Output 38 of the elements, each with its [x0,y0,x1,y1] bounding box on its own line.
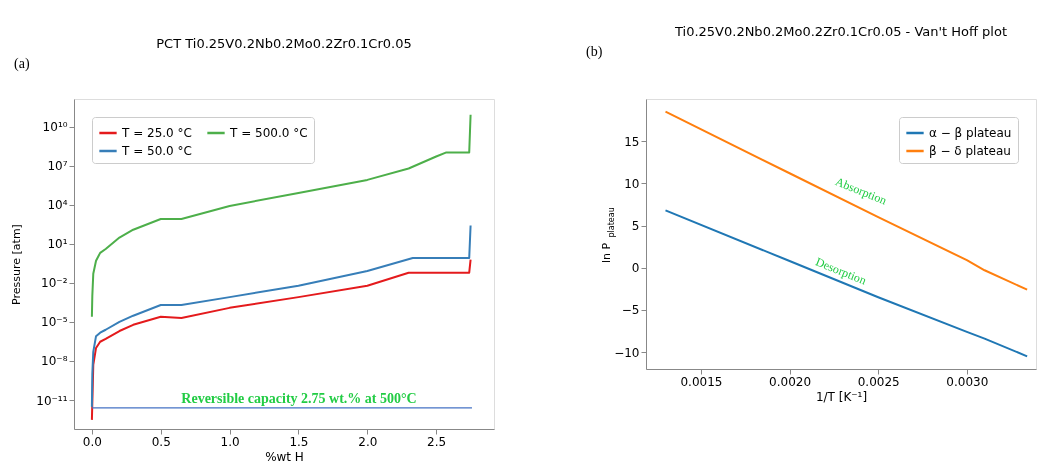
y-tick-label: 10⁻¹¹ [36,393,68,408]
x-tick-label: 0.0030 [946,374,989,389]
x-tick-label: 2.5 [427,434,447,449]
x-tick-label: 0.0020 [769,374,812,389]
y-tick-label: 10⁷ [47,159,68,174]
x-axis-title: 1/T [K⁻¹] [815,389,868,404]
y-tick-label: 10⁻⁸ [41,354,68,369]
legend-label: T = 50.0 °C [121,144,192,158]
x-tick-label: 0.5 [151,434,171,449]
annotation: Reversible capacity 2.75 wt.% at 500°C [181,391,417,406]
y-tick-label: −5 [621,303,640,318]
y-tick-label: 0 [631,261,640,276]
x-tick-label: 2.0 [358,434,378,449]
legend-label: β − δ plateau [929,144,1011,158]
y-tick-label: 10¹ [47,237,68,252]
legend-label: T = 25.0 °C [121,126,192,140]
y-tick-label: 15 [624,134,640,149]
x-axis-title: %wt H [265,449,304,461]
y-axis-title: Pressure [atm] [10,224,24,305]
x-tick-label: 1.5 [289,434,309,449]
legend-label: α − β plateau [929,126,1012,140]
y-tick-label: 10⁻⁵ [41,315,68,330]
chart-title: Ti0.25V0.2Nb0.2Mo0.2Zr0.1Cr0.05 - Van't Hoff plot [673,24,1008,39]
y-tick-label: 5 [631,219,640,234]
y-tick-label: 10⁻² [41,276,68,291]
x-tick-label: 1.0 [220,434,240,449]
x-tick-label: 0.0015 [680,374,723,389]
y-axis-title: ln Pplateau [600,207,616,263]
y-tick-label: 10¹⁰ [42,120,68,135]
legend-label: T = 500.0 °C [229,126,308,140]
text: (a) [14,56,30,72]
y-tick-label: −10 [614,345,640,360]
x-tick-label: 0.0 [82,434,102,449]
chart-title: PCT Ti0.25V0.2Nb0.2Mo0.2Zr0.1Cr0.05 [156,36,412,51]
x-tick-label: 0.0025 [857,374,900,389]
y-tick-label: 10 [624,176,640,191]
y-tick-label: 10⁴ [47,198,68,213]
text: (b) [586,44,603,60]
